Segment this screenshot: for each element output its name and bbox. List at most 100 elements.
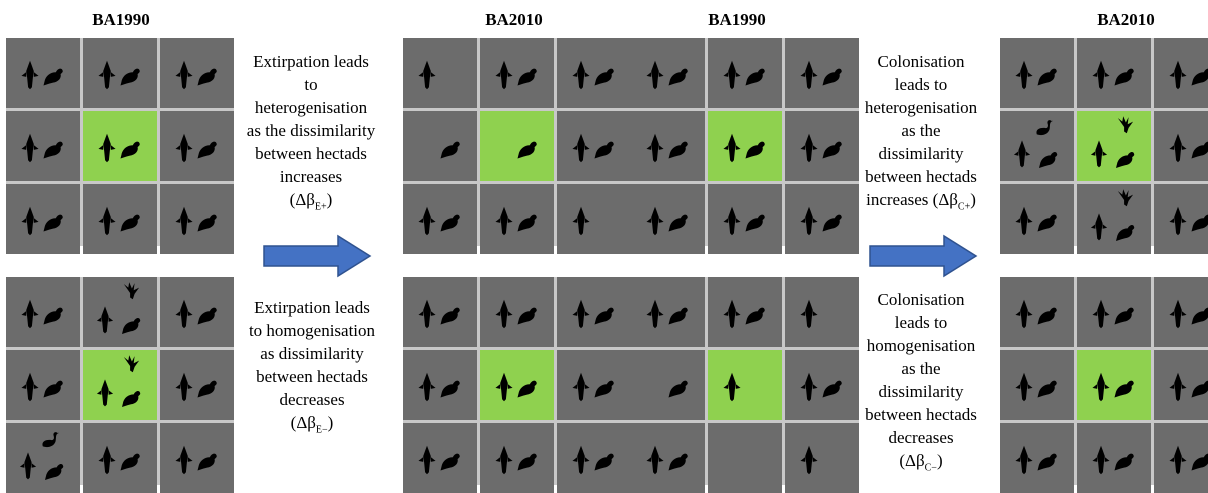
pigeon-silhouette-icon xyxy=(595,142,614,159)
grid-ba1990-colonisation-homogenisation xyxy=(631,277,859,485)
pigeon-silhouette-icon xyxy=(518,308,537,325)
hectad-cell xyxy=(403,184,477,254)
focal-hectad-cell xyxy=(83,350,157,420)
caption-line: as the xyxy=(846,357,996,380)
caption-line: between hectads xyxy=(232,365,392,388)
hawk-silhouette-icon xyxy=(175,207,192,236)
pigeon-silhouette-icon xyxy=(595,381,614,398)
pigeon-silhouette-icon xyxy=(198,215,217,232)
pigeon-silhouette-icon xyxy=(45,464,63,480)
focal-hectad-cell xyxy=(83,111,157,181)
panel-title-ba1990-left: BA1990 xyxy=(61,10,181,30)
hectad-cell xyxy=(557,277,631,347)
pigeon-silhouette-icon xyxy=(1039,152,1057,168)
hawk-silhouette-icon xyxy=(495,61,512,90)
pigeon-silhouette-icon xyxy=(441,142,460,159)
pigeon-silhouette-icon xyxy=(122,318,140,334)
pigeon-silhouette-icon xyxy=(518,142,537,159)
hectad-cell xyxy=(557,350,631,420)
pigeon-silhouette-icon xyxy=(1115,69,1134,86)
hectad-cell xyxy=(160,423,234,493)
caption-line: as the dissimilarity xyxy=(236,119,386,142)
hectad-cell xyxy=(403,38,477,108)
pigeon-silhouette-icon xyxy=(746,142,765,159)
caption-line: dissimilarity xyxy=(846,142,996,165)
grid-ba1990-colonisation-heterogenisation xyxy=(631,38,859,246)
panel-title-ba2010-left: BA2010 xyxy=(454,10,574,30)
swan-silhouette-icon xyxy=(42,432,59,447)
hectad-cell xyxy=(83,38,157,108)
hawk-silhouette-icon xyxy=(1091,213,1107,240)
hawk-silhouette-icon xyxy=(646,300,663,329)
pigeon-silhouette-icon xyxy=(1116,225,1134,241)
pigeon-silhouette-icon xyxy=(1115,381,1134,398)
hawk-silhouette-icon xyxy=(723,134,740,163)
hawk-silhouette-icon xyxy=(98,446,115,475)
hectad-cell xyxy=(160,111,234,181)
hectad-cell xyxy=(1154,184,1208,254)
pigeon-silhouette-icon xyxy=(823,215,842,232)
pigeon-silhouette-icon xyxy=(595,454,614,471)
hectad-cell xyxy=(480,277,554,347)
hectad-cell xyxy=(6,350,80,420)
pigeon-silhouette-icon xyxy=(669,308,688,325)
hawk-silhouette-icon xyxy=(572,446,589,475)
caption-line: decreases xyxy=(846,426,996,449)
delta-beta-label: (ΔβC−) xyxy=(846,449,996,479)
hawk-silhouette-icon xyxy=(723,61,740,90)
hawk-silhouette-icon xyxy=(98,134,115,163)
caption-line: dissimilarity xyxy=(846,380,996,403)
hawk-silhouette-icon xyxy=(495,446,512,475)
pigeon-silhouette-icon xyxy=(121,69,140,86)
pigeon-silhouette-icon xyxy=(518,215,537,232)
hawk-silhouette-icon xyxy=(418,373,435,402)
hawk-silhouette-icon xyxy=(1092,61,1109,90)
hawk-silhouette-icon xyxy=(1015,207,1032,236)
hectad-cell xyxy=(83,277,157,347)
hawk-silhouette-icon xyxy=(495,207,512,236)
hectad-cell xyxy=(1077,277,1151,347)
bird-flying-silhouette-icon xyxy=(124,355,139,372)
caption-line: to homogenisation xyxy=(232,319,392,342)
hectad-cell xyxy=(480,38,554,108)
arrow-right-icon xyxy=(868,234,978,278)
pigeon-silhouette-icon xyxy=(441,454,460,471)
hectad-cell xyxy=(403,350,477,420)
caption-line: to xyxy=(236,73,386,96)
hectad-cell xyxy=(557,423,631,493)
hectad-cell xyxy=(6,423,80,493)
grid-ba2010-extirpation-homogenisation xyxy=(403,277,631,485)
hawk-silhouette-icon xyxy=(98,61,115,90)
hectad-cell xyxy=(1000,423,1074,493)
hawk-silhouette-icon xyxy=(646,134,663,163)
hawk-silhouette-icon xyxy=(175,446,192,475)
hawk-silhouette-icon xyxy=(572,61,589,90)
hawk-silhouette-icon xyxy=(97,306,113,333)
panel-title-ba2010-right: BA2010 xyxy=(1066,10,1186,30)
hawk-silhouette-icon xyxy=(1169,207,1186,236)
pigeon-silhouette-icon xyxy=(1038,308,1057,325)
hawk-silhouette-icon xyxy=(21,61,38,90)
hectad-cell xyxy=(1000,111,1074,181)
hectad-cell xyxy=(6,184,80,254)
hawk-silhouette-icon xyxy=(418,207,435,236)
pigeon-silhouette-icon xyxy=(823,69,842,86)
pigeon-silhouette-icon xyxy=(1038,381,1057,398)
pigeon-silhouette-icon xyxy=(121,142,140,159)
hawk-silhouette-icon xyxy=(572,300,589,329)
pigeon-silhouette-icon xyxy=(518,69,537,86)
pigeon-silhouette-icon xyxy=(595,308,614,325)
hawk-silhouette-icon xyxy=(1169,61,1186,90)
hectad-cell xyxy=(403,423,477,493)
focal-hectad-cell xyxy=(708,111,782,181)
caption-line: between hectads xyxy=(846,403,996,426)
hawk-silhouette-icon xyxy=(495,300,512,329)
pigeon-silhouette-icon xyxy=(518,454,537,471)
hawk-silhouette-icon xyxy=(175,134,192,163)
hawk-silhouette-icon xyxy=(1169,446,1186,475)
hawk-silhouette-icon xyxy=(1092,373,1109,402)
hectad-cell xyxy=(1154,38,1208,108)
pigeon-silhouette-icon xyxy=(198,454,217,471)
caption-line: as dissimilarity xyxy=(232,342,392,365)
